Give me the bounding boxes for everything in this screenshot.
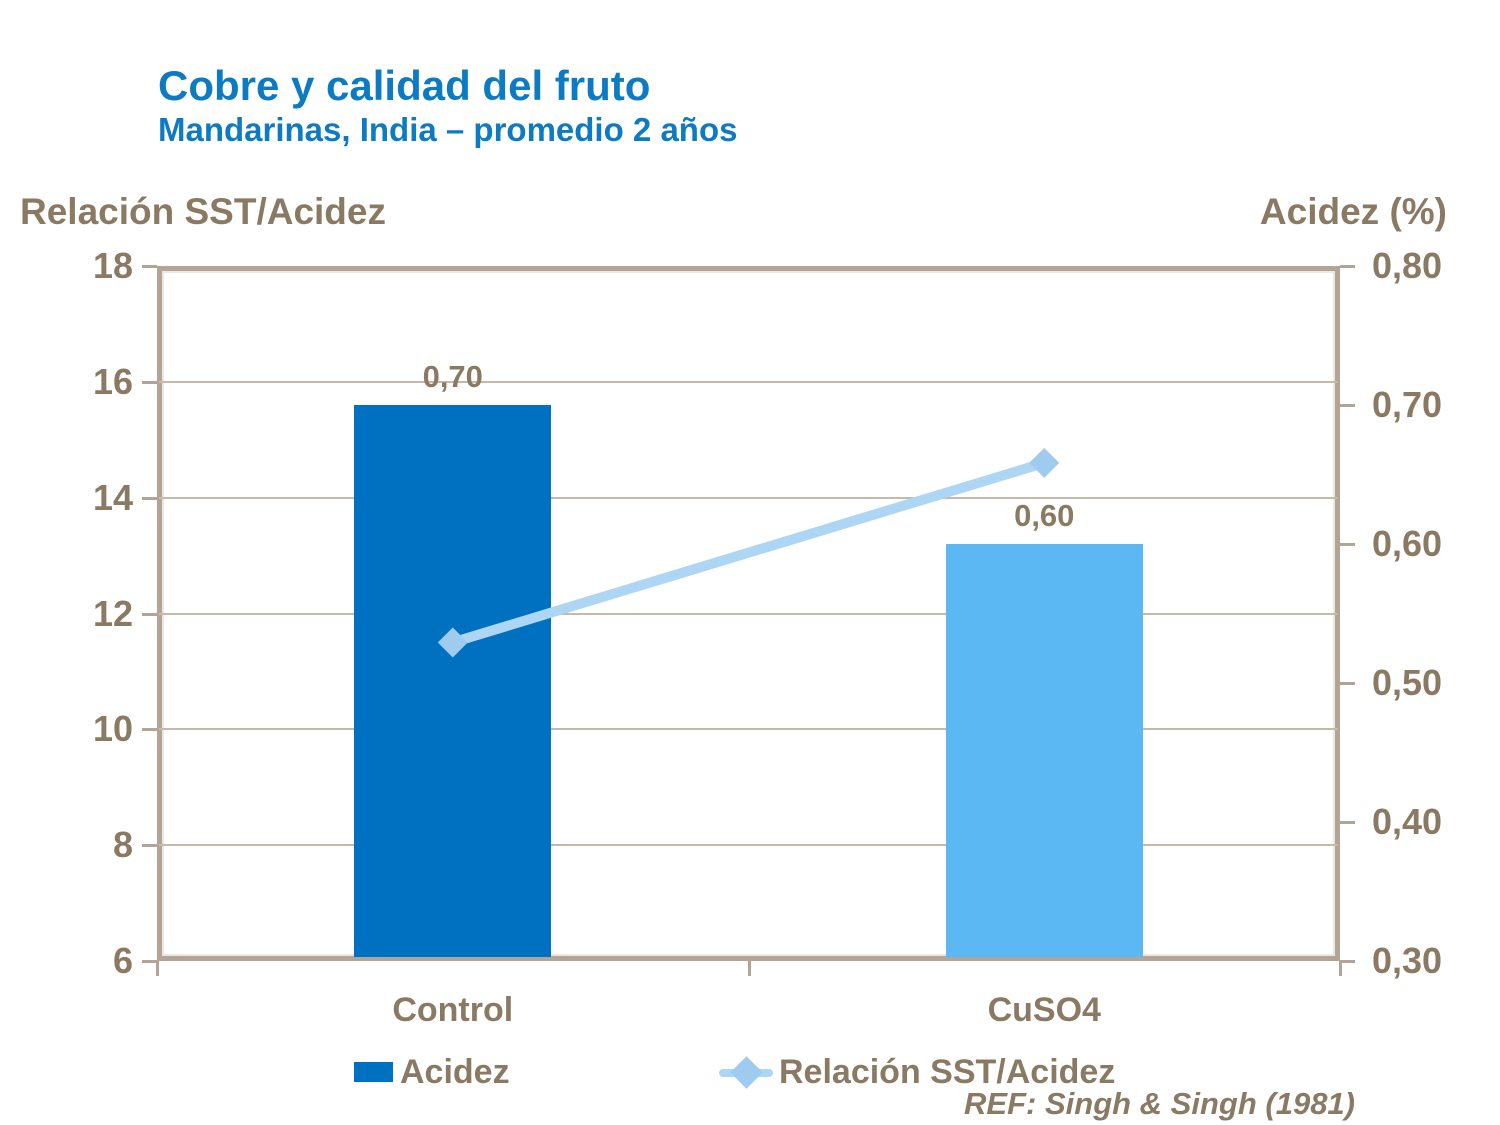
bar-value-label: 0,60 — [1014, 498, 1075, 533]
gridline — [159, 844, 1338, 847]
right-axis-tick-label: 0,70 — [1372, 384, 1443, 425]
left-axis-tick-label: 10 — [92, 708, 133, 750]
bar-cuso4 — [945, 544, 1143, 957]
left-axis-title: Relación SST/Acidez — [20, 191, 386, 232]
right-axis-tick-label: 0,60 — [1372, 523, 1443, 564]
diamond-marker-icon — [1029, 447, 1060, 478]
left-axis-tick-label: 16 — [92, 360, 133, 402]
left-axis-tick — [142, 265, 157, 268]
x-axis-tick — [156, 961, 159, 976]
bar-control — [354, 405, 552, 957]
left-axis-tick-label: 6 — [112, 940, 133, 981]
right-axis-tick — [1340, 821, 1355, 824]
category-label-control: Control — [392, 991, 514, 1029]
right-axis-tick-label: 0,40 — [1372, 801, 1443, 842]
left-axis-tick-label: 12 — [92, 592, 133, 634]
right-axis-tick-label: 0,30 — [1372, 940, 1443, 981]
diamond-marker-icon — [437, 627, 468, 658]
right-axis-tick — [1340, 960, 1355, 963]
line-series-relacion-sst-acidez — [437, 447, 1060, 658]
right-axis-title: Acidez (%) — [1259, 191, 1447, 232]
left-axis-tick — [142, 960, 157, 963]
right-axis-tick — [1340, 682, 1355, 685]
reference-citation: REF: Singh & Singh (1981) — [964, 1086, 1355, 1121]
right-axis-tick — [1340, 404, 1355, 407]
right-axis-tick — [1340, 265, 1355, 268]
left-axis-tick — [142, 612, 157, 616]
category-label-cuso4: CuSO4 — [987, 991, 1101, 1029]
legend-label-acidez: Acidez — [400, 1053, 510, 1091]
gridline — [159, 728, 1338, 731]
trend-line — [447, 457, 1050, 648]
right-axis-tick-label: 0,50 — [1372, 662, 1443, 703]
left-axis-tick — [142, 496, 157, 500]
page-title: Cobre y calidad del fruto — [158, 62, 651, 109]
left-axis-tick — [142, 728, 157, 732]
legend-diamond-icon — [730, 1056, 763, 1089]
legend-label-relacion: Relación SST/Acidez — [779, 1053, 1116, 1091]
legend-swatch-acidez — [354, 1062, 393, 1082]
left-axis-tick — [142, 380, 157, 384]
left-axis-tick-label: 18 — [92, 245, 133, 286]
bar-value-label: 0,70 — [422, 359, 483, 394]
gridline — [159, 496, 1338, 499]
gridline — [159, 380, 1338, 383]
right-axis-tick — [1340, 543, 1355, 546]
x-axis-tick — [1339, 961, 1342, 976]
x-axis-tick — [747, 961, 751, 976]
right-axis-tick-label: 0,80 — [1372, 245, 1443, 286]
left-axis-tick-label: 14 — [92, 476, 133, 518]
left-axis-tick-label: 8 — [112, 824, 133, 866]
left-axis-tick — [142, 844, 157, 848]
gridline — [159, 612, 1338, 615]
page-subtitle: Mandarinas, India – promedio 2 años — [158, 111, 738, 148]
